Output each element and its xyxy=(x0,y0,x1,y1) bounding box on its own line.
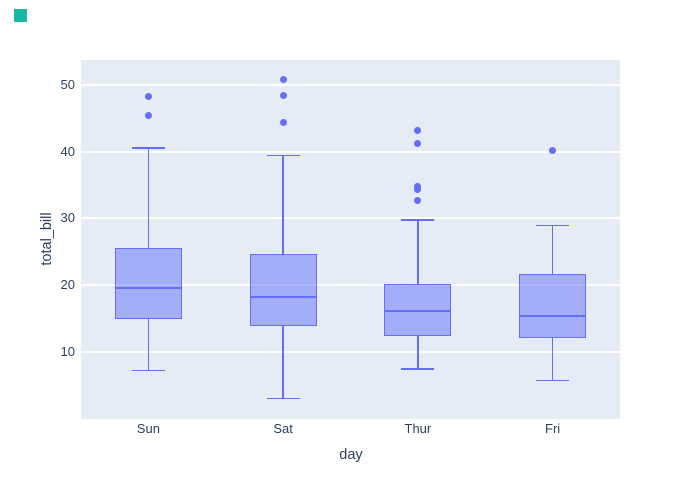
box-fri[interactable] xyxy=(519,273,587,339)
outlier-point[interactable] xyxy=(414,197,422,205)
whisker-lower-cap xyxy=(536,379,570,382)
whisker-lower-stem xyxy=(417,335,419,369)
outlier-point[interactable] xyxy=(414,186,422,194)
y-tick-label: 50 xyxy=(60,76,75,92)
whisker-upper-stem xyxy=(551,225,554,274)
whisker-lower-stem xyxy=(551,338,554,381)
outlier-point[interactable] xyxy=(144,112,152,120)
whisker-upper-cap xyxy=(401,219,435,221)
outlier-point[interactable] xyxy=(549,146,557,154)
median-line xyxy=(249,296,317,299)
outlier-point[interactable] xyxy=(414,140,422,148)
whisker-upper-cap xyxy=(266,154,300,157)
y-tick-label: 30 xyxy=(60,210,75,226)
outlier-point[interactable] xyxy=(144,93,152,101)
y-gridline xyxy=(81,150,620,153)
whisker-upper-stem xyxy=(147,147,150,248)
outlier-point[interactable] xyxy=(279,92,287,100)
outlier-point[interactable] xyxy=(414,182,422,190)
box-sat[interactable] xyxy=(249,253,317,326)
median-line xyxy=(384,309,452,312)
median-line xyxy=(519,315,587,318)
x-axis-title: day xyxy=(339,447,363,463)
y-gridline xyxy=(81,351,620,354)
outlier-point[interactable] xyxy=(279,75,287,83)
x-tick-label: Sun xyxy=(136,421,160,436)
y-tick-label: 20 xyxy=(60,277,75,293)
y-gridline xyxy=(81,284,620,287)
whisker-upper-stem xyxy=(417,219,419,285)
median-line xyxy=(114,286,182,289)
outlier-point[interactable] xyxy=(279,119,287,127)
outlier-point[interactable] xyxy=(414,127,422,135)
app-logo-mark xyxy=(14,9,27,22)
whisker-upper-stem xyxy=(282,155,284,254)
whisker-lower-stem xyxy=(282,326,284,399)
whisker-lower-stem xyxy=(147,318,150,371)
y-gridline xyxy=(81,83,620,86)
whisker-lower-cap xyxy=(131,369,165,372)
x-tick-label: Thur xyxy=(404,421,432,436)
whisker-upper-cap xyxy=(536,224,570,227)
y-gridline xyxy=(81,217,620,220)
box-sun[interactable] xyxy=(114,247,182,319)
whisker-lower-cap xyxy=(266,397,300,400)
x-tick-label: Sat xyxy=(273,421,293,436)
y-tick-label: 40 xyxy=(60,143,75,159)
whisker-upper-cap xyxy=(131,147,165,149)
plot-area[interactable] xyxy=(81,60,620,419)
x-tick-label: Fri xyxy=(545,421,561,436)
y-axis-title: total_bill xyxy=(39,212,55,266)
whisker-lower-cap xyxy=(401,368,435,370)
y-tick-label: 10 xyxy=(60,344,75,360)
